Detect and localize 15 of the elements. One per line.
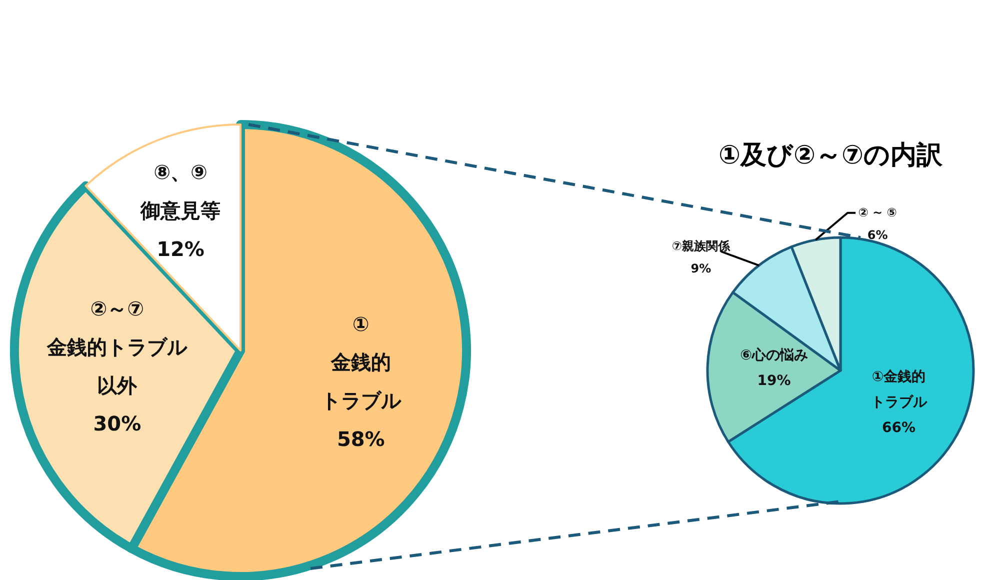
- data-label: 19%: [757, 373, 791, 390]
- data-label: 30%: [93, 412, 142, 436]
- slice-label: ② ~ ⑤: [858, 206, 897, 220]
- data-label: 12%: [156, 236, 204, 261]
- slice-label: ⑧、⑨御意見等: [140, 160, 220, 222]
- chart-title: ①及び②～⑦の内訳: [718, 140, 944, 170]
- slice-label: ②～⑦金銭的トラブル以外: [46, 296, 188, 398]
- data-label: 6%: [867, 228, 888, 242]
- slice-label: ①金銭的トラブル: [320, 312, 402, 413]
- data-label: 9%: [690, 262, 712, 276]
- data-label: 58%: [336, 427, 385, 452]
- slice-label: ⑥心の悩み: [740, 346, 808, 364]
- data-label: 66%: [882, 420, 916, 436]
- slice-label: ①金銭的トラブル: [870, 368, 928, 411]
- slice-label: ⑦親族関係: [672, 239, 732, 254]
